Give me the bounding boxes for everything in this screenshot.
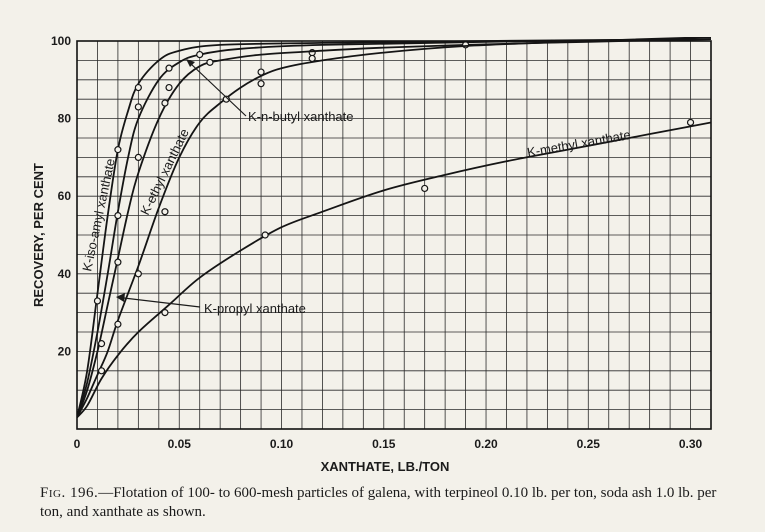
chart: 0 0.05 0.10 0.15 0.20 0.25 0.30 20 40 60 80 100 K-i…: [31, 34, 712, 474]
data-point-k-ethyl-xanthate: [165, 83, 173, 92]
y-tick-label: 80: [58, 112, 72, 126]
data-point-k-propyl-xanthate: [114, 320, 122, 328]
data-point-k-ethyl-xanthate: [114, 258, 122, 266]
plot-frame: [76, 40, 712, 430]
x-tick-label: 0: [74, 437, 81, 451]
data-point-k-propyl-xanthate: [161, 208, 169, 216]
annotation-iso-amyl: K-iso-amyl xanthate: [79, 157, 118, 272]
x-tick-label: 0.20: [474, 437, 498, 451]
data-point-k-n-butyl-xanthate: [114, 212, 122, 220]
data-point-k-methyl-xanthate: [261, 231, 269, 239]
data-point-k-iso-amyl-xanthate: [134, 83, 142, 92]
leader-propyl-arrow: [116, 293, 125, 302]
caption-text: —Flotation of 100- to 600-mesh particles…: [40, 485, 717, 520]
data-point-k-propyl-xanthate: [222, 95, 230, 103]
leader-n-butyl: [189, 62, 247, 117]
leader-propyl: [123, 297, 201, 308]
data-point-k-methyl-xanthate: [421, 184, 429, 193]
data-point-k-n-butyl-xanthate: [165, 64, 173, 72]
chart-annotations: K-iso-amyl xanthate K-ethyl xanthate K-n…: [79, 59, 632, 316]
series-line-k-propyl-xanthate: [77, 37, 711, 418]
series-line-k-ethyl-xanthate: [77, 38, 711, 418]
data-point-k-ethyl-xanthate: [134, 153, 142, 161]
y-axis-title: RECOVERY, PER CENT: [31, 163, 46, 307]
data-point-k-propyl-xanthate: [257, 68, 265, 76]
chart-grid: [76, 40, 712, 430]
x-tick-label: 0.30: [679, 437, 703, 451]
x-tick-label: 0.05: [168, 437, 192, 451]
annotation-ethyl: K-ethyl xanthate: [137, 126, 192, 217]
data-point-k-propyl-xanthate: [161, 99, 169, 107]
caption-figure-number: Fig. 196.: [40, 485, 99, 501]
annotation-propyl: K-propyl xanthate: [204, 301, 306, 316]
data-point-k-methyl-xanthate: [686, 118, 695, 127]
chart-axes: 0 0.05 0.10 0.15 0.20 0.25 0.30 20 40 60 80 100: [51, 34, 712, 451]
y-tick-label: 40: [58, 267, 72, 281]
chart-series: [77, 37, 711, 419]
x-tick-label: 0.15: [372, 437, 396, 451]
data-point-k-propyl-xanthate: [134, 270, 142, 278]
series-line-k-n-butyl-xanthate: [77, 38, 711, 418]
data-point-k-methyl-xanthate: [161, 309, 169, 317]
y-tick-label: 100: [51, 34, 71, 48]
data-point-k-propyl-xanthate: [97, 340, 106, 348]
x-tick-label: 0.25: [577, 437, 601, 451]
data-point-k-iso-amyl-xanthate: [93, 297, 102, 305]
data-point-k-n-butyl-xanthate: [134, 103, 142, 111]
data-point-k-propyl-xanthate: [257, 80, 265, 88]
series-line-k-methyl-xanthate: [77, 121, 711, 419]
series-line-k-iso-amyl-xanthate: [77, 38, 711, 418]
leader-n-butyl-arrow: [186, 59, 195, 67]
data-point-k-iso-amyl-xanthate: [114, 146, 122, 154]
data-point-k-n-butyl-xanthate: [196, 50, 204, 59]
x-axis-title: XANTHATE, LB./TON: [321, 459, 450, 474]
y-tick-label: 20: [58, 344, 72, 358]
annotation-n-butyl: K-n-butyl xanthate: [248, 109, 354, 124]
figure-caption: Fig. 196.—Flotation of 100- to 600-mesh …: [40, 484, 740, 522]
x-tick-label: 0.10: [270, 437, 294, 451]
data-point-k-ethyl-xanthate: [206, 58, 214, 66]
data-point-k-methyl-xanthate: [97, 367, 106, 375]
annotation-methyl: K-methyl xanthate: [526, 127, 632, 160]
y-tick-label: 60: [58, 189, 72, 203]
data-point-k-ethyl-xanthate: [308, 54, 316, 63]
